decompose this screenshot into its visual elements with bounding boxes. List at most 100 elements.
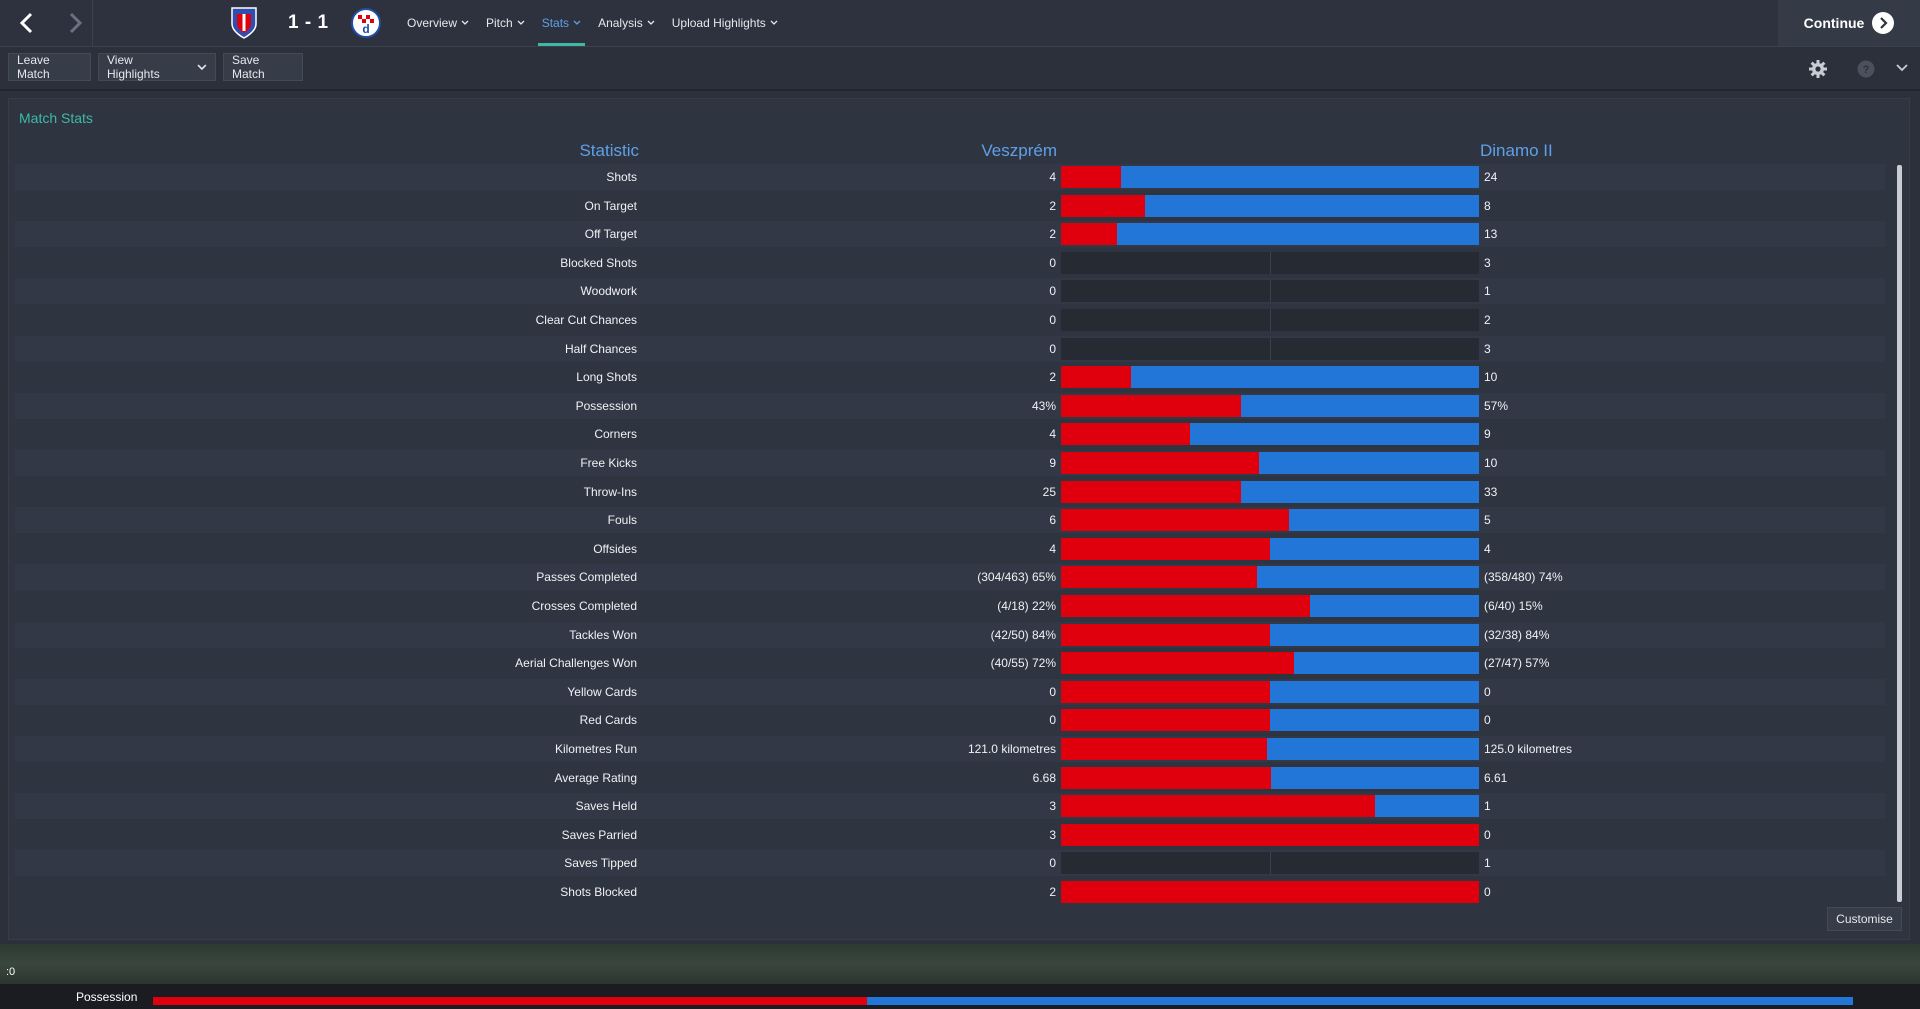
possession-label: Possession — [76, 990, 138, 1004]
home-team-badge — [231, 7, 257, 39]
bar-home-segment — [1061, 195, 1145, 217]
stat-away-value: (27/47) 57% — [1484, 656, 1550, 670]
stat-row: Saves Held 3 1 — [15, 793, 1885, 819]
stat-home-value: 6 — [1049, 513, 1056, 527]
stat-name: Saves Held — [575, 799, 637, 813]
stat-row: Blocked Shots 0 3 — [15, 250, 1885, 276]
bar-away-segment — [1259, 452, 1479, 474]
bar-home-segment — [1061, 624, 1270, 646]
home-team-header[interactable]: Veszprém — [981, 141, 1057, 160]
menu-stats[interactable]: Stats — [537, 0, 586, 46]
pitch-preview — [0, 944, 1920, 984]
menu-upload-highlights[interactable]: Upload Highlights — [672, 0, 778, 46]
stat-home-value: 9 — [1049, 456, 1056, 470]
menu-pitch-label: Pitch — [486, 16, 513, 30]
stat-away-value: 1 — [1484, 284, 1491, 298]
menu-pitch[interactable]: Pitch — [486, 0, 525, 46]
stat-comparison-bar — [1061, 366, 1479, 388]
gear-icon[interactable] — [1808, 59, 1828, 79]
stat-home-value: 0 — [1049, 256, 1056, 270]
menu-overview[interactable]: Overview — [407, 0, 469, 46]
stat-comparison-bar — [1061, 538, 1479, 560]
bar-home-segment — [1061, 681, 1270, 703]
menu-analysis[interactable]: Analysis — [598, 0, 655, 46]
stat-name: Woodwork — [580, 284, 637, 298]
leave-match-button[interactable]: Leave Match — [8, 53, 91, 81]
arrow-right-circle-icon — [1872, 12, 1895, 34]
continue-button[interactable]: Continue — [1778, 0, 1920, 46]
stat-home-value: 4 — [1049, 170, 1056, 184]
forward-button[interactable] — [52, 0, 98, 46]
main-menu: Overview Pitch Stats Analysis Upload Hig… — [407, 0, 795, 46]
stat-comparison-bar — [1061, 595, 1479, 617]
stat-comparison-bar — [1061, 624, 1479, 646]
stat-away-value: 0 — [1484, 885, 1491, 899]
bar-away-segment — [1270, 538, 1479, 560]
save-match-button[interactable]: Save Match — [223, 53, 303, 81]
stat-row: Fouls 6 5 — [15, 507, 1885, 533]
stat-row: Average Rating 6.68 6.61 — [15, 765, 1885, 791]
svg-text:?: ? — [1863, 64, 1870, 76]
stat-name: Tackles Won — [569, 628, 637, 642]
stat-home-value: 25 — [1042, 485, 1056, 499]
stat-name: Red Cards — [579, 713, 637, 727]
panel-title: Match Stats — [19, 110, 93, 126]
stat-row: Red Cards 0 0 — [15, 707, 1885, 733]
away-team-header[interactable]: Dinamo II — [1480, 141, 1553, 160]
help-icon[interactable]: ? — [1856, 59, 1876, 79]
bar-home-segment — [1061, 595, 1310, 617]
match-clock: :0 — [6, 966, 16, 978]
stat-row: Throw-Ins 25 33 — [15, 479, 1885, 505]
bar-home-segment — [1061, 652, 1294, 674]
view-highlights-button[interactable]: View Highlights — [98, 53, 216, 81]
stat-name: Saves Tipped — [564, 856, 637, 870]
chevron-down-icon[interactable] — [1896, 63, 1908, 73]
stat-row: Shots 4 24 — [15, 164, 1885, 190]
stat-comparison-bar — [1061, 881, 1479, 903]
stat-away-value: 2 — [1484, 313, 1491, 327]
stat-name: Kilometres Run — [554, 742, 637, 756]
stat-home-value: 2 — [1049, 227, 1056, 241]
stat-comparison-bar — [1061, 223, 1479, 245]
bar-away-segment — [1294, 652, 1479, 674]
stat-home-value: 4 — [1049, 542, 1056, 556]
stat-comparison-bar — [1061, 709, 1479, 731]
top-bar: 1 - 1 d Overview Pitch Stats Analysis Up… — [0, 0, 1920, 47]
stat-home-value: 0 — [1049, 313, 1056, 327]
statistic-column-header[interactable]: Statistic — [579, 141, 639, 160]
stat-home-value: 2 — [1049, 370, 1056, 384]
stat-comparison-bar — [1061, 767, 1479, 789]
bar-midline — [1270, 280, 1271, 302]
stat-name: On Target — [584, 199, 637, 213]
back-button[interactable] — [4, 0, 50, 46]
bar-home-segment — [1061, 824, 1479, 846]
stat-name: Off Target — [584, 227, 637, 241]
bar-away-segment — [1267, 738, 1479, 760]
stat-away-value: 1 — [1484, 856, 1491, 870]
stat-away-value: 0 — [1484, 685, 1491, 699]
scrollbar[interactable] — [1897, 165, 1902, 902]
stat-row: Shots Blocked 2 0 — [15, 879, 1885, 905]
stat-comparison-bar — [1061, 195, 1479, 217]
customise-button[interactable]: Customise — [1827, 907, 1902, 931]
bar-away-segment — [1271, 767, 1479, 789]
bar-away-segment — [1375, 795, 1479, 817]
chevron-left-icon — [19, 12, 33, 34]
stat-row: Clear Cut Chances 0 2 — [15, 307, 1885, 333]
bar-away-segment — [1145, 195, 1479, 217]
stat-name: Saves Parried — [561, 828, 637, 842]
stat-row: On Target 2 8 — [15, 193, 1885, 219]
bar-home-segment — [1061, 452, 1259, 474]
chevron-down-icon — [197, 63, 207, 70]
possession-bar-home — [153, 997, 867, 1005]
stat-away-value: (358/480) 74% — [1484, 570, 1563, 584]
bar-midline — [1270, 309, 1271, 331]
stat-row: Kilometres Run 121.0 kilometres 125.0 kilo… — [15, 736, 1885, 762]
bar-away-segment — [1270, 709, 1479, 731]
stat-name: Free Kicks — [580, 456, 637, 470]
bar-away-segment — [1310, 595, 1479, 617]
bar-home-segment — [1061, 423, 1190, 445]
stat-name: Clear Cut Chances — [535, 313, 637, 327]
bar-home-segment — [1061, 395, 1241, 417]
stat-row: Yellow Cards 0 0 — [15, 679, 1885, 705]
